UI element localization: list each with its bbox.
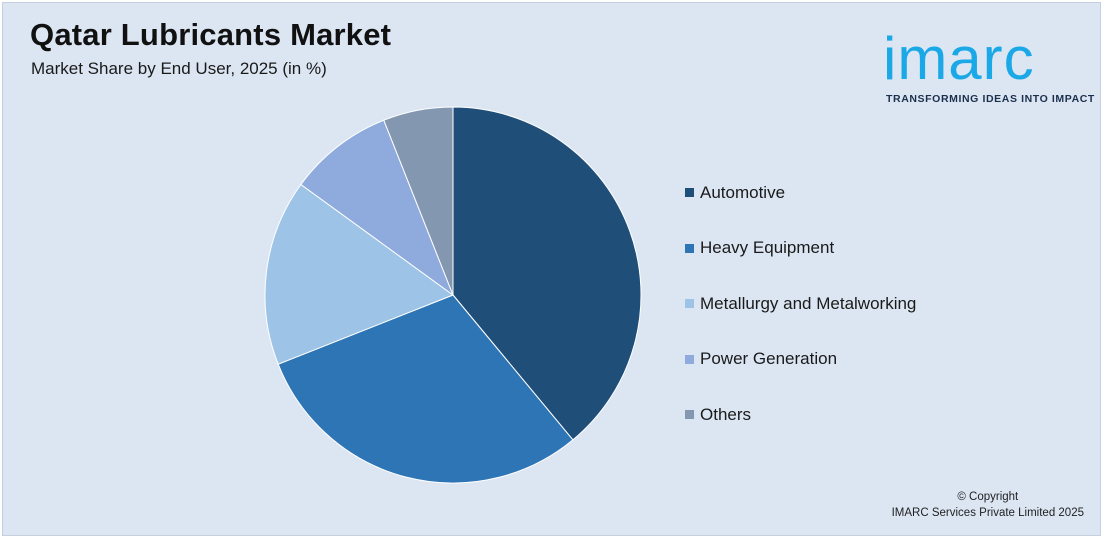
legend-item: Power Generation bbox=[685, 332, 916, 388]
logo-wordmark: imarc bbox=[883, 25, 1035, 92]
copyright-notice: © Copyright IMARC Services Private Limit… bbox=[892, 489, 1084, 521]
legend-label: Heavy Equipment bbox=[700, 238, 835, 258]
legend-swatch bbox=[685, 410, 694, 420]
legend-swatch bbox=[685, 243, 694, 253]
legend-swatch bbox=[685, 188, 694, 198]
pie-chart bbox=[264, 106, 642, 484]
pie-slice-heavy-equipment bbox=[277, 294, 574, 484]
legend-item: Others bbox=[685, 387, 916, 443]
chart-legend: Automotive Heavy Equipment Metallurgy and … bbox=[685, 165, 916, 443]
legend-label: Metallurgy and Metalworking bbox=[700, 293, 917, 313]
legend-label: Others bbox=[700, 404, 752, 424]
legend-item: Heavy Equipment bbox=[685, 221, 916, 277]
legend-swatch bbox=[685, 299, 694, 309]
pie-slice-automotive bbox=[452, 106, 642, 441]
pie-slice-metallurgy-and-metalworking bbox=[264, 183, 455, 365]
chart-title: Qatar Lubricants Market bbox=[30, 17, 392, 52]
imarc-logo: imarc TRANSFORMING IDEAS INTO IMPACT bbox=[883, 15, 1098, 110]
legend-item: Automotive bbox=[685, 165, 916, 221]
chart-subtitle: Market Share by End User, 2025 (in %) bbox=[31, 59, 327, 78]
legend-item: Metallurgy and Metalworking bbox=[685, 276, 916, 332]
pie-slice-others bbox=[383, 106, 454, 296]
copyright-line-1: © Copyright bbox=[957, 491, 1019, 503]
legend-swatch bbox=[685, 354, 694, 364]
logo-tagline: TRANSFORMING IDEAS INTO IMPACT bbox=[886, 93, 1095, 105]
copyright-line-2: IMARC Services Private Limited 2025 bbox=[891, 507, 1084, 519]
legend-label: Automotive bbox=[700, 182, 786, 202]
legend-label: Power Generation bbox=[700, 349, 838, 369]
pie-slice-power-generation bbox=[300, 119, 455, 297]
